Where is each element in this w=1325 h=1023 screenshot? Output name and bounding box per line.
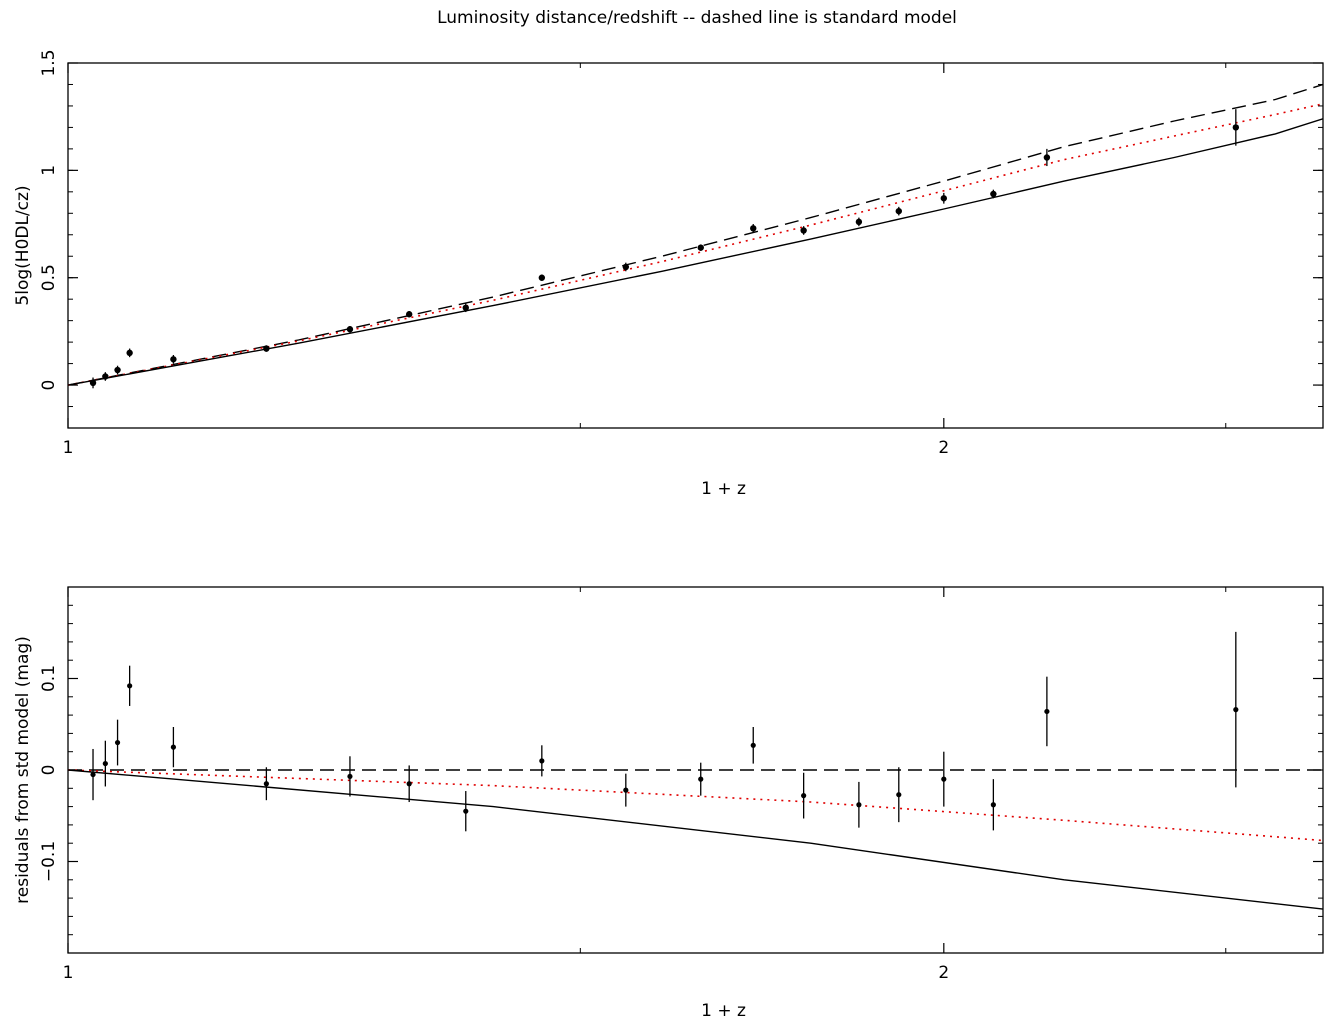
data-point <box>941 776 947 782</box>
data-point <box>1233 707 1239 713</box>
panel-bottom: 1 2 −0.1 0 0.1 1 + z residuals from std model … <box>13 586 1324 1021</box>
data-point <box>622 263 630 271</box>
y-tick-label: −0.1 <box>39 841 59 882</box>
data-point <box>102 760 108 767</box>
data-point <box>405 311 413 318</box>
data-point <box>1043 154 1051 161</box>
chart-title: Luminosity distance/redshift -- dashed l… <box>437 8 957 28</box>
data-point <box>347 773 353 780</box>
x-axis-label: 1 + z <box>701 479 746 499</box>
panel-top: 1 2 0 0.5 1 1.5 1 + z 5log(H0DL/cz) <box>13 49 1324 499</box>
data-point <box>990 190 997 198</box>
data-point <box>800 227 807 234</box>
data-point <box>1044 708 1050 715</box>
plot-frame <box>67 62 1324 429</box>
data-point <box>89 379 97 387</box>
data-point <box>462 304 469 311</box>
x-axis-label: 1 + z <box>701 1001 746 1021</box>
plot-frame <box>67 586 1324 954</box>
model-curve-solid <box>68 118 1323 386</box>
data-point <box>263 345 270 352</box>
data-point <box>127 683 133 689</box>
x-tick-label: 2 <box>938 963 949 983</box>
data-point <box>855 218 863 226</box>
data-point <box>90 771 96 778</box>
data-point <box>896 792 902 798</box>
data-point <box>406 781 412 787</box>
data-point <box>263 781 269 787</box>
data-point <box>102 373 109 380</box>
y-axis-label: 5log(H0DL/cz) <box>13 185 33 305</box>
data-point <box>538 274 546 281</box>
data-point <box>114 739 121 746</box>
y-tick-label: 0.5 <box>39 264 59 291</box>
y-tick-label: 0 <box>39 765 59 776</box>
model-curve-dotted <box>68 103 1323 386</box>
model-curve-dashed <box>68 83 1323 386</box>
x-tick-label: 1 <box>63 438 74 458</box>
y-tick-label: 1.5 <box>39 49 59 76</box>
y-tick-label: 1 <box>39 165 59 176</box>
data-point <box>990 802 996 808</box>
data-point <box>697 244 704 251</box>
model-curve-dotted <box>68 769 1323 842</box>
data-point <box>856 802 862 808</box>
data-point <box>346 326 354 333</box>
data-point <box>126 349 133 357</box>
data-point <box>940 195 948 202</box>
data-point <box>1232 124 1240 131</box>
y-tick-label: 0 <box>39 380 59 391</box>
data-point <box>801 793 807 799</box>
data-point <box>623 787 629 793</box>
x-tick-label: 1 <box>63 963 74 983</box>
y-axis-label: residuals from std model (mag) <box>13 636 33 904</box>
data-point <box>114 366 121 374</box>
data-point <box>750 225 757 232</box>
data-point <box>170 744 177 750</box>
data-point <box>895 207 902 215</box>
data-point <box>750 742 756 748</box>
x-tick-label: 2 <box>938 438 949 458</box>
data-point <box>539 758 545 764</box>
model-curve-solid <box>68 769 1323 910</box>
y-tick-label: 0.1 <box>39 665 59 692</box>
data-point <box>698 776 704 782</box>
data-point <box>170 356 177 363</box>
data-point <box>463 808 469 814</box>
